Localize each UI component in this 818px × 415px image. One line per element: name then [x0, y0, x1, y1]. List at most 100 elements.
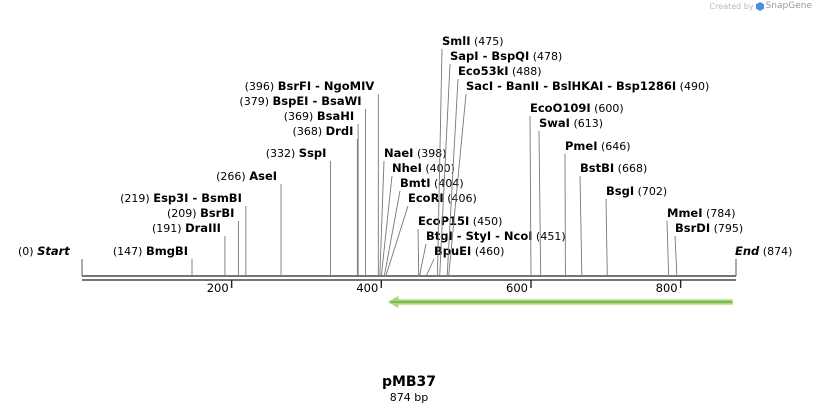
- restriction-site: (219) Esp3I - BsmBI: [120, 191, 247, 276]
- enzyme-name: NheI: [392, 161, 422, 175]
- cut-position: (784): [703, 207, 736, 220]
- enzyme-name: BanII: [506, 79, 539, 93]
- enzyme-name: BtgI: [426, 229, 453, 243]
- cut-position: (475): [471, 35, 504, 48]
- enzyme-name: NaeI: [384, 146, 413, 160]
- cut-position: (478): [529, 50, 562, 63]
- site-leader-line: [446, 78, 459, 277]
- enzyme-separator: -: [479, 49, 492, 63]
- cut-position: (600): [591, 102, 624, 115]
- restriction-site: BsrDI (795): [674, 221, 743, 277]
- end-position: (874): [759, 245, 792, 258]
- cut-position: (219): [120, 192, 153, 205]
- restriction-site: (369) BsaHI: [284, 109, 359, 276]
- site-label: (369) BsaHI: [284, 109, 354, 123]
- enzyme-name: BsaHI: [317, 109, 354, 123]
- enzyme-name: BsrDI: [675, 221, 710, 235]
- cut-position: (368): [293, 125, 326, 138]
- site-label: BstBI (668): [580, 161, 647, 175]
- enzyme-separator: -: [493, 79, 506, 93]
- cut-position: (332): [266, 147, 299, 160]
- start-label: (0) Start: [18, 244, 70, 258]
- credit-brand: SnapGene: [765, 1, 812, 11]
- site-label: (332) SspI: [266, 146, 327, 160]
- site-label: SacI - BanII - BslHKAI - Bsp1286I (490): [466, 79, 709, 93]
- axis-tick-label: 400: [356, 281, 378, 295]
- cut-position: (191): [152, 222, 185, 235]
- site-leader-line: [380, 175, 393, 277]
- cut-position: (369): [284, 110, 317, 123]
- restriction-site: SmlI (475): [436, 34, 504, 277]
- restriction-site: Eco53kI (488): [446, 64, 542, 277]
- site-leader-line: [605, 198, 608, 277]
- site-label: SapI - BspQI (478): [450, 49, 562, 63]
- site-leader-line: [379, 160, 385, 277]
- enzyme-name: AseI: [249, 169, 277, 183]
- enzyme-name: EcoO109I: [530, 101, 591, 115]
- site-label: SwaI (613): [539, 116, 603, 130]
- plasmid-title-block: pMB37 874 bp: [0, 374, 818, 404]
- start-position: (0): [18, 245, 37, 258]
- enzyme-name: BsrFI: [278, 79, 311, 93]
- cut-position: (460): [471, 245, 504, 258]
- cut-position: (668): [614, 162, 647, 175]
- enzyme-name: Bsp1286I: [616, 79, 676, 93]
- enzyme-separator: -: [453, 229, 466, 243]
- enzyme-name: EcoRI: [408, 191, 444, 205]
- restriction-site: MmeI (784): [666, 206, 736, 277]
- site-leader-line: [538, 130, 542, 277]
- restriction-site: (368) DrdI: [293, 124, 358, 276]
- site-leader-line: [425, 258, 435, 277]
- cut-position: (646): [598, 140, 631, 153]
- enzyme-name: BsrBI: [200, 206, 234, 220]
- restriction-site: (209) BsrBI: [167, 206, 239, 276]
- cut-position: (209): [167, 207, 200, 220]
- enzyme-name: SwaI: [539, 116, 570, 130]
- cut-position: (450): [469, 215, 502, 228]
- restriction-site: BsgI (702): [605, 184, 667, 277]
- site-label: BpuEI (460): [434, 244, 504, 258]
- restriction-site: (396) BsrFI - NgoMIV: [245, 79, 379, 276]
- enzyme-name: BsmBI: [201, 191, 242, 205]
- snapgene-credit: Created by SnapGene: [710, 1, 812, 11]
- enzyme-separator: -: [308, 94, 321, 108]
- enzyme-name: EcoP15I: [418, 214, 469, 228]
- enzyme-name: Esp3I: [153, 191, 188, 205]
- enzyme-name: BmgBI: [146, 244, 188, 258]
- cut-position: (613): [570, 117, 603, 130]
- enzyme-separator: -: [188, 191, 201, 205]
- restriction-site: SacI - BanII - BslHKAI - Bsp1286I (490): [448, 79, 709, 277]
- restriction-site: EcoO109I (600): [529, 101, 624, 277]
- enzyme-name: SspI: [299, 146, 327, 160]
- enzyme-name: StyI: [466, 229, 492, 243]
- enzyme-name: BstBI: [580, 161, 614, 175]
- site-label: BtgI - StyI - NcoI (451): [426, 229, 566, 243]
- site-label: (396) BsrFI - NgoMIV: [245, 79, 375, 93]
- site-leader-line: [383, 190, 401, 277]
- restriction-site: BstBI (668): [579, 161, 647, 277]
- restriction-site: BtgI - StyI - NcoI (451): [419, 229, 566, 277]
- site-label: BmtI (404): [400, 176, 464, 190]
- enzyme-separator: -: [311, 79, 324, 93]
- cut-position: (406): [444, 192, 477, 205]
- enzyme-name: MmeI: [667, 206, 703, 220]
- enzyme-name: DraIII: [185, 221, 221, 235]
- end-name: End: [735, 244, 760, 258]
- restriction-site: (266) AseI: [216, 169, 282, 276]
- enzyme-separator: -: [603, 79, 616, 93]
- enzyme-name: PmeI: [565, 139, 598, 153]
- cut-position: (795): [710, 222, 743, 235]
- plasmid-name: pMB37: [381, 374, 437, 390]
- cut-position: (266): [216, 170, 249, 183]
- enzyme-name: BspEI: [272, 94, 308, 108]
- site-leader-line: [439, 63, 451, 277]
- start-name: Start: [37, 244, 70, 258]
- enzyme-name: Eco53kI: [458, 64, 509, 78]
- restriction-site: (147) BmgBI: [113, 244, 193, 276]
- site-label: (368) DrdI: [293, 124, 354, 138]
- restriction-site: NheI (400): [380, 161, 455, 277]
- cut-position: (488): [509, 65, 542, 78]
- site-label: EcoO109I (600): [530, 101, 624, 115]
- enzyme-name: SapI: [450, 49, 479, 63]
